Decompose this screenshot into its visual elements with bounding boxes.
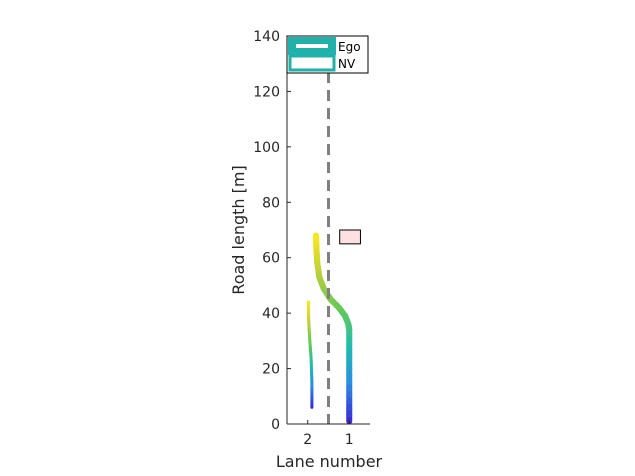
y-axis-title: Road length [m] [229,165,248,294]
y-tick-label: 60 [262,251,280,267]
x-tick-label: 1 [345,432,354,448]
y-tick-label: 40 [262,306,280,322]
trajectory-ego [313,232,353,425]
trajectory-nv [307,300,314,409]
x-tick-label: 2 [303,432,312,448]
x-axis-title: Lane number [276,452,383,471]
obstacle-vehicle [339,229,361,245]
y-tick-label: 140 [253,29,280,45]
legend-label-nv: NV [338,57,356,71]
legend: Ego NV [286,35,369,74]
y-ticks: 0 20 40 60 80 100 120 140 [253,29,291,433]
y-tick-label: 0 [271,417,280,433]
traj-layer [307,232,353,425]
y-tick-label: 120 [253,84,280,100]
y-tick-label: 20 [262,362,280,378]
y-tick-label: 100 [253,140,280,156]
legend-swatch-nv [288,54,336,72]
legend-label-ego: Ego [338,40,361,54]
y-tick-label: 80 [262,195,280,211]
legend-swatch-ego-inner [296,44,328,48]
axes [286,36,370,425]
